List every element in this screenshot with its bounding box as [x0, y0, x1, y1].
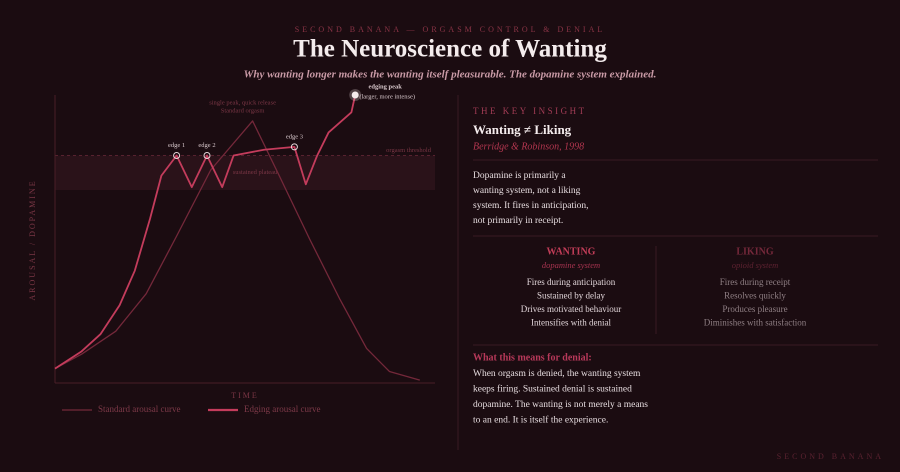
paragraph: Dopamine is primarily a wanting system, n… [473, 171, 589, 226]
denial-heading: What this means for denial: [473, 352, 592, 363]
citation: Berridge & Robinson, 1998 [473, 141, 584, 152]
series-line [54, 94, 357, 370]
y-axis-label: AROUSAL / DOPAMINE [28, 179, 37, 300]
denial-text: When orgasm is denied, the wanting syste… [473, 369, 648, 426]
chart: orgasm threshold sustained plateau edge 1 e… [54, 83, 435, 384]
annotation: (larger, more intense) [359, 93, 415, 100]
series-line [54, 120, 420, 381]
marker [351, 91, 359, 99]
annotation: edge 3 [286, 133, 303, 140]
denial-line: keeps firing. Sustained denial is sustai… [473, 384, 632, 395]
column-title: WANTING [547, 246, 596, 257]
column-item: Produces pleasure [722, 304, 787, 314]
threshold-label: orgasm threshold [386, 147, 432, 154]
paragraph-line: system. It fires in anticipation, [473, 200, 589, 211]
heading: Wanting ≠ Liking [473, 122, 572, 137]
paragraph-line: Dopamine is primarily a [473, 171, 566, 181]
footer: SECOND BANANA [777, 452, 884, 461]
title: The Neuroscience of Wanting [293, 36, 607, 63]
denial-line: When orgasm is denied, the wanting syste… [473, 369, 641, 379]
legend-label: Standard arousal curve [98, 404, 180, 414]
column-item: Drives motivated behaviour [521, 304, 621, 314]
column-item: Intensifies with denial [531, 318, 611, 328]
column-title: LIKING [736, 246, 773, 257]
plateau-band [55, 155, 435, 191]
annotation: edge 2 [198, 142, 215, 149]
denial-line: dopamine. The wanting is not merely a me… [473, 400, 648, 410]
annotation: single peak, quick release [209, 99, 276, 106]
x-axis-label: TIME [231, 391, 259, 400]
subtitle: Why wanting longer makes the wanting its… [244, 69, 657, 81]
paragraph-line: not primarily in receipt. [473, 216, 563, 226]
marker [173, 151, 181, 159]
annotation: edging peak [368, 83, 402, 90]
column-item: Fires during anticipation [527, 277, 616, 287]
column-item: Resolves quickly [724, 291, 786, 301]
denial-line: to an end. It is itself the experience. [473, 415, 608, 426]
marker [290, 143, 298, 151]
columns: WANTING dopamine system Fires during antic… [521, 246, 807, 327]
kicker: SECOND BANANA — ORGASM CONTROL & DENIAL [295, 25, 606, 34]
column-item: Sustained by delay [537, 291, 605, 301]
plateau-label: sustained plateau [233, 169, 278, 176]
column-item: Fires during receipt [720, 277, 791, 287]
paragraph-line: wanting system, not a liking [473, 186, 581, 196]
legend-label: Edging arousal curve [244, 404, 320, 414]
marker [203, 151, 211, 159]
column-subtitle: dopamine system [542, 260, 600, 270]
section-label: THE KEY INSIGHT [473, 106, 587, 116]
annotation: edge 1 [168, 142, 185, 149]
column-item: Diminishes with satisfaction [704, 318, 807, 328]
annotation: Standard orgasm [221, 107, 265, 114]
column-subtitle: opioid system [732, 260, 779, 270]
